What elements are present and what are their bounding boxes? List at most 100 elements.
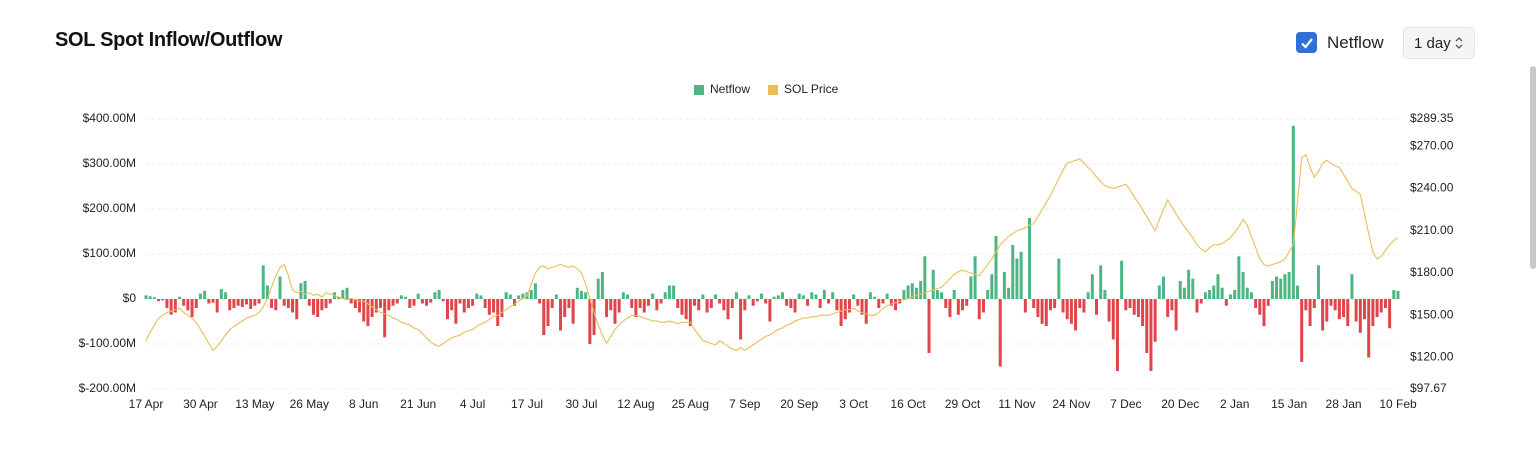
bar	[425, 299, 429, 306]
bar	[186, 299, 190, 311]
bar	[709, 299, 713, 308]
bar	[935, 290, 939, 299]
interval-select[interactable]: 1 day	[1403, 27, 1475, 59]
bar	[797, 293, 801, 299]
x-tick-label: 30 Apr	[183, 397, 218, 411]
bar	[680, 299, 684, 315]
bar	[387, 299, 391, 311]
bar	[701, 294, 705, 299]
bar	[316, 299, 320, 317]
bar	[324, 299, 328, 308]
bar	[1216, 274, 1220, 299]
bar-series	[144, 125, 1400, 371]
bar	[1388, 299, 1392, 329]
bar	[169, 299, 173, 315]
bar	[161, 299, 165, 301]
bar	[349, 299, 353, 304]
bar	[810, 292, 814, 299]
bar	[747, 295, 751, 299]
bar	[760, 293, 764, 299]
y2-tick-label: $180.00	[1410, 265, 1454, 279]
bar	[822, 290, 826, 299]
toggle-label: Netflow	[1327, 32, 1384, 52]
bar	[1128, 299, 1132, 308]
bar	[378, 299, 382, 308]
bar	[785, 299, 789, 306]
bar	[370, 299, 374, 317]
x-tick-label: 3 Oct	[839, 397, 868, 411]
bar	[940, 292, 944, 299]
bar	[1325, 299, 1329, 322]
bar	[148, 296, 152, 299]
bar	[228, 299, 232, 311]
x-tick-label: 2 Jan	[1220, 397, 1249, 411]
bar	[479, 295, 483, 299]
bar	[232, 299, 236, 308]
bar	[441, 299, 445, 302]
bar	[998, 299, 1002, 367]
x-tick-label: 13 May	[235, 397, 274, 411]
x-tick-label: 24 Nov	[1052, 397, 1090, 411]
bar	[927, 299, 931, 353]
bar	[1061, 299, 1065, 313]
bar	[219, 289, 223, 299]
bar	[981, 299, 985, 313]
bar	[1132, 299, 1136, 315]
bar	[404, 296, 408, 299]
bar	[655, 299, 659, 311]
bar	[1090, 274, 1094, 299]
bar	[718, 299, 722, 304]
bar	[881, 299, 885, 304]
bar	[236, 299, 240, 306]
bar	[626, 294, 630, 299]
x-tick-label: 7 Sep	[729, 397, 761, 411]
x-tick-label: 28 Jan	[1326, 397, 1362, 411]
interval-label: 1 day	[1414, 34, 1451, 52]
x-tick-label: 12 Aug	[617, 397, 654, 411]
bar	[190, 299, 194, 317]
bar	[1032, 299, 1036, 308]
bar	[956, 299, 960, 315]
y-tick-label: $100.00M	[83, 246, 136, 260]
bar	[1044, 299, 1048, 326]
bar	[295, 299, 299, 320]
bar	[341, 290, 345, 299]
bar	[806, 299, 810, 306]
y-tick-label: $300.00M	[83, 156, 136, 170]
bar	[894, 299, 898, 311]
bar	[1275, 276, 1279, 299]
x-tick-label: 11 Nov	[998, 397, 1035, 411]
scrollbar[interactable]	[1530, 66, 1536, 269]
bar	[575, 287, 579, 299]
bar	[713, 294, 717, 299]
bar	[873, 296, 877, 299]
bar	[818, 299, 822, 308]
y-tick-label: $400.00M	[83, 111, 136, 125]
netflow-toggle[interactable]: Netflow	[1296, 32, 1384, 53]
bar	[1082, 299, 1086, 313]
bar	[1195, 299, 1199, 313]
bar	[621, 292, 625, 299]
bar	[1153, 299, 1157, 342]
y-tick-label: $-200.00M	[79, 381, 136, 395]
bar	[638, 299, 642, 308]
bar	[1329, 299, 1333, 306]
bar	[835, 299, 839, 311]
bar	[579, 290, 583, 299]
x-tick-label: 20 Dec	[1161, 397, 1199, 411]
bar	[1245, 287, 1249, 299]
bar	[1379, 299, 1383, 313]
bar	[1287, 272, 1291, 299]
bar	[458, 299, 462, 304]
y2-tick-label: $270.00	[1410, 138, 1454, 152]
bar	[613, 299, 617, 324]
bar	[512, 299, 516, 306]
bar	[868, 292, 872, 299]
bar	[450, 299, 454, 311]
x-tick-label: 16 Oct	[890, 397, 926, 411]
bar	[948, 299, 952, 317]
bar	[1212, 285, 1216, 299]
bar	[286, 299, 290, 308]
checkbox[interactable]	[1296, 32, 1317, 53]
bar	[362, 299, 366, 322]
